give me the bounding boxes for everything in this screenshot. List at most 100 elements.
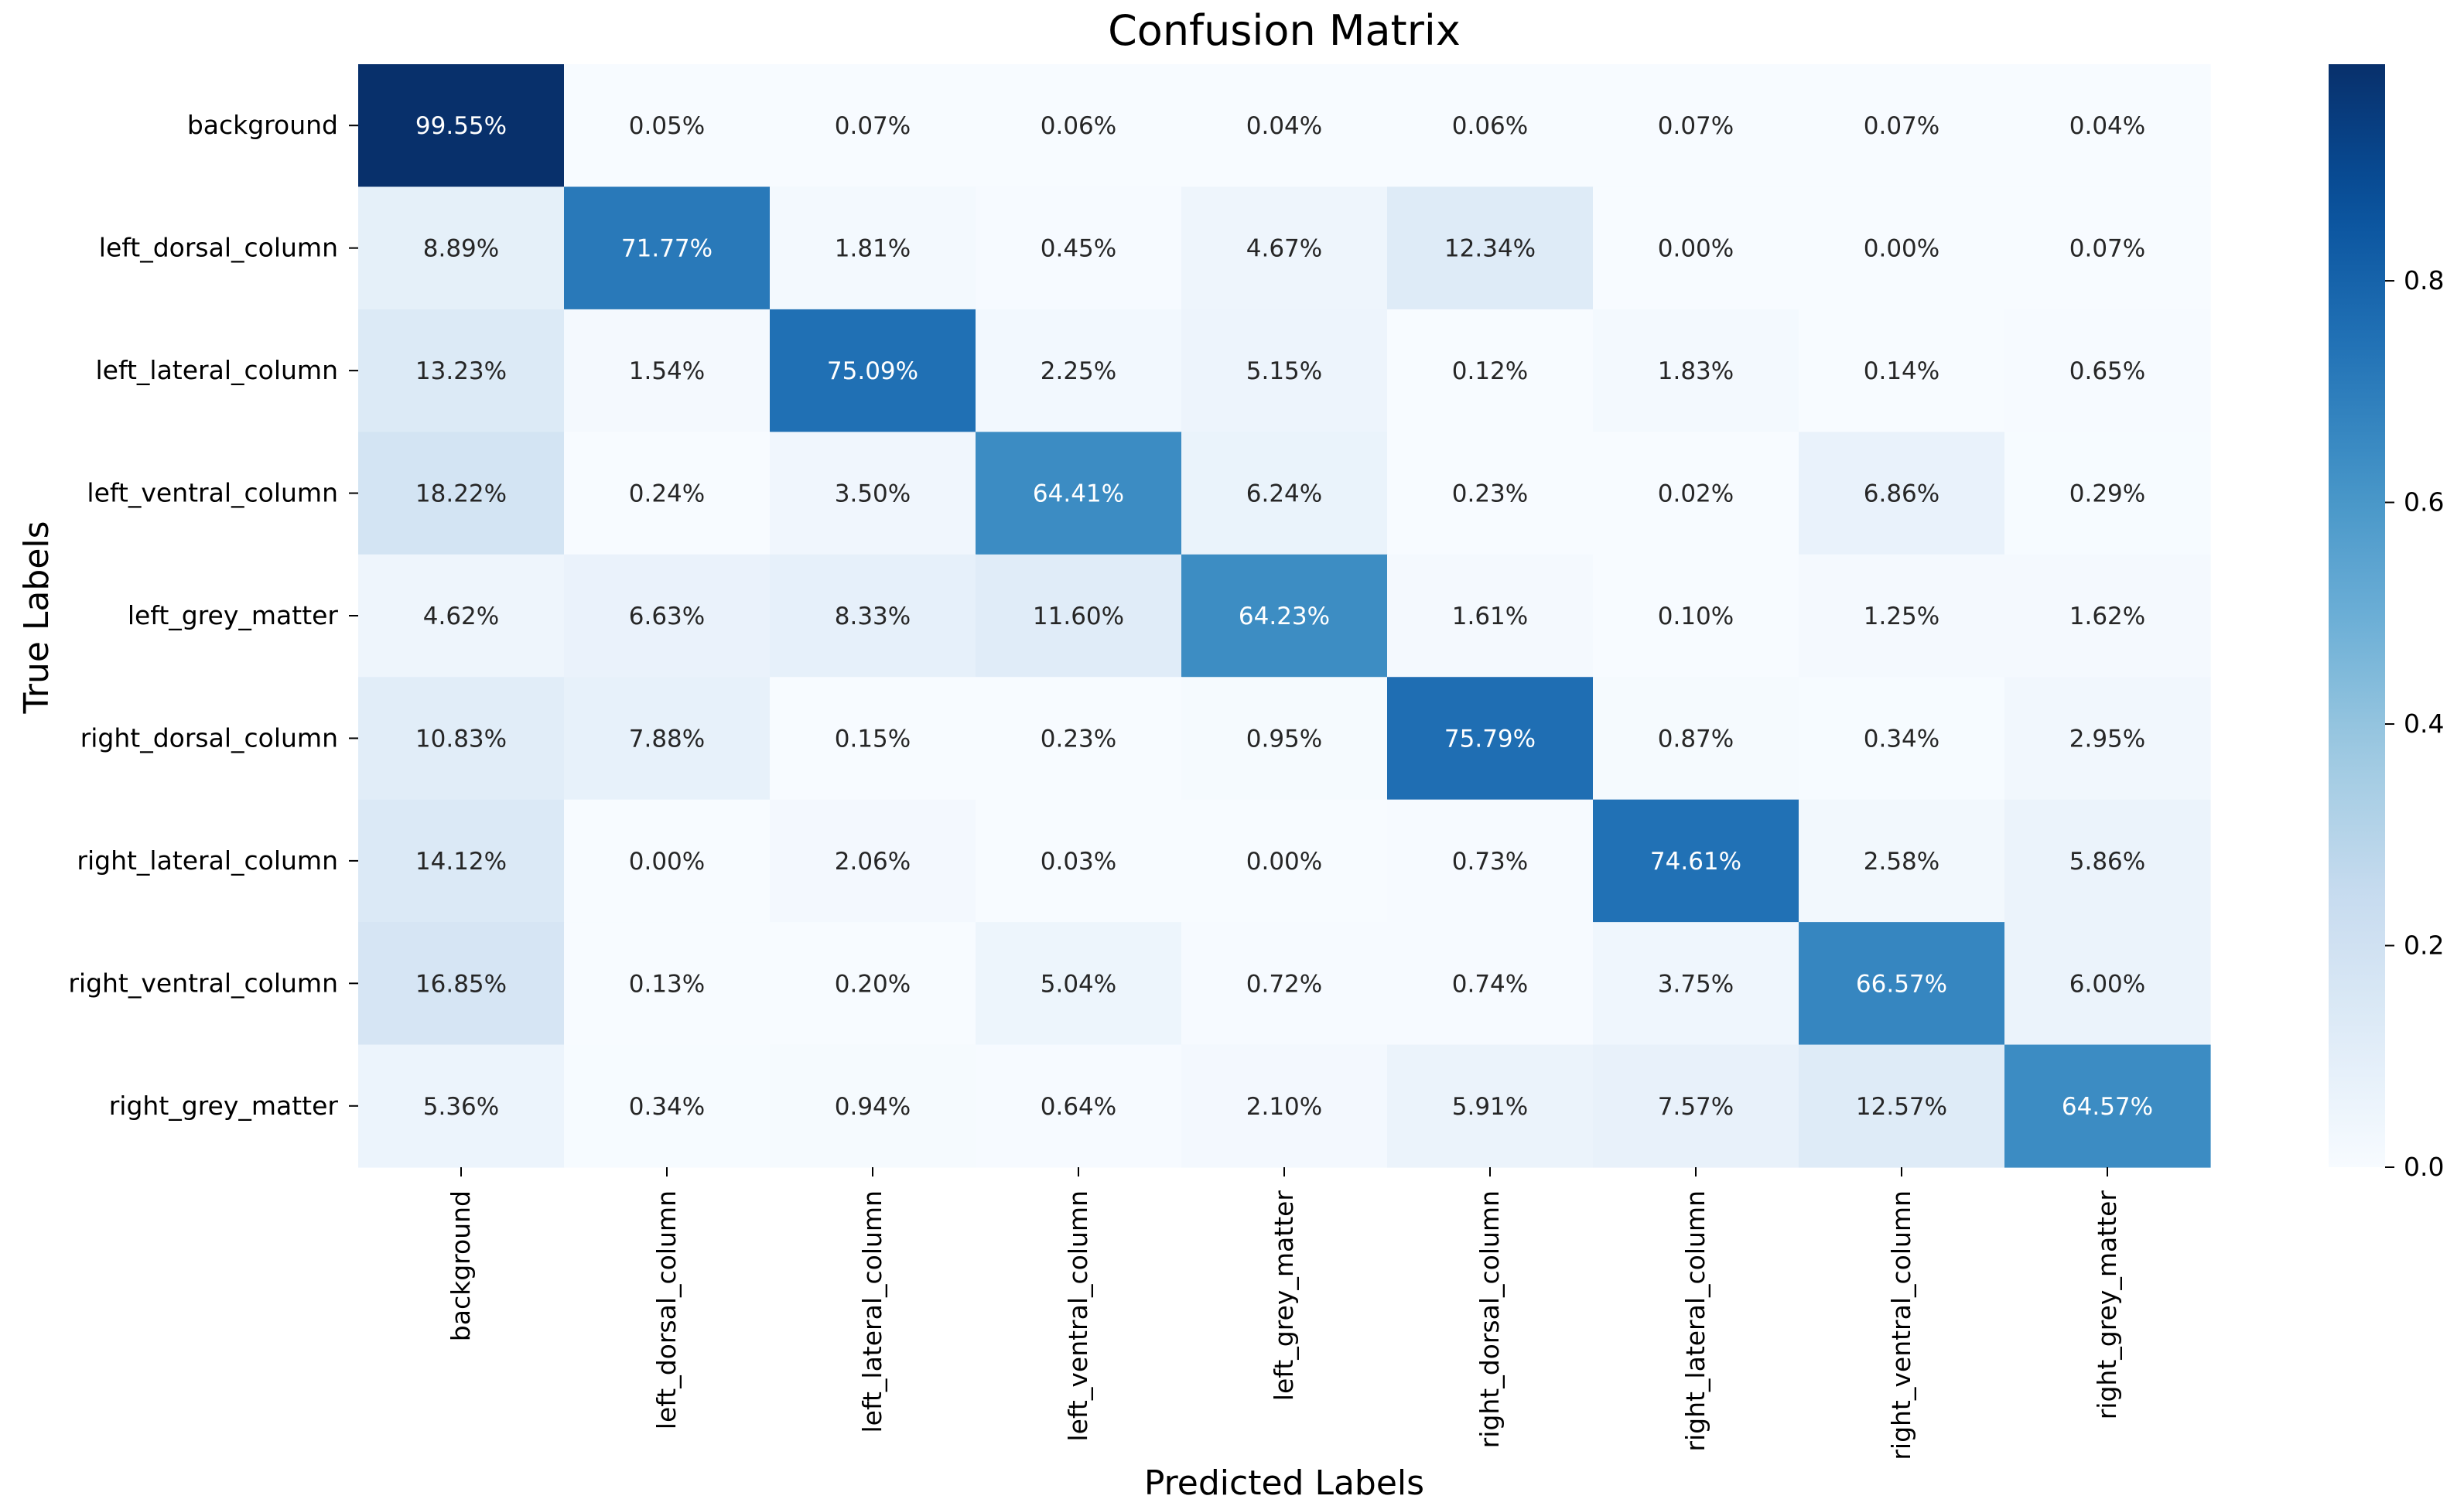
colorbar-tick-label: 0.0 — [2404, 1152, 2444, 1182]
cell-value-label: 0.12% — [1452, 357, 1528, 385]
cell-value-label: 4.67% — [1246, 235, 1322, 263]
cell-value-label: 14.12% — [415, 848, 507, 876]
cell-value-label: 0.07% — [2069, 235, 2145, 263]
heatmap-cell-7-2 — [770, 922, 976, 1046]
heatmap-cell-2-5 — [1387, 309, 1594, 432]
cell-value-label: 0.15% — [835, 725, 911, 753]
y-tick-label: right_grey_matter — [109, 1091, 339, 1121]
heatmap-cell-6-3 — [976, 799, 1182, 923]
heatmap-cell-1-7 — [1799, 186, 2005, 310]
cell-value-label: 99.55% — [415, 112, 507, 140]
cell-value-label: 0.13% — [629, 970, 705, 998]
heatmap-cell-6-0 — [358, 799, 565, 923]
heatmap-cell-2-8 — [2004, 309, 2211, 432]
cell-value-label: 10.83% — [415, 725, 507, 753]
heatmap-cell-0-3 — [976, 64, 1182, 188]
cell-value-label: 0.23% — [1452, 480, 1528, 508]
cell-value-label: 2.25% — [1041, 357, 1116, 385]
x-tick-label: right_ventral_column — [1886, 1190, 1916, 1460]
cell-value-label: 6.00% — [2069, 970, 2145, 998]
cell-value-label: 0.06% — [1452, 112, 1528, 140]
heatmap-cell-6-1 — [564, 799, 771, 923]
heatmap-cell-5-7 — [1799, 677, 2005, 801]
y-tick-labels: background left_dorsal_column left_lateral… — [68, 110, 358, 1121]
cell-value-label: 0.00% — [1658, 235, 1734, 263]
y-tick-label: left_lateral_column — [95, 355, 338, 385]
heatmap-cell-1-6 — [1593, 186, 1799, 310]
heatmap-cell-2-7 — [1799, 309, 2005, 432]
heatmap-cell-3-3 — [976, 432, 1182, 555]
heatmap-cell-0-8 — [2004, 64, 2211, 188]
heatmap-cell-1-2 — [770, 186, 976, 310]
cell-value-label: 0.72% — [1246, 970, 1322, 998]
x-tick-label: left_grey_matter — [1269, 1190, 1299, 1402]
y-tick-label: right_ventral_column — [68, 968, 338, 998]
heatmap-cell-0-5 — [1387, 64, 1594, 188]
heatmap-cell-7-0 — [358, 922, 565, 1046]
colorbar-tick-label: 0.2 — [2404, 931, 2444, 961]
y-tick-label: left_dorsal_column — [99, 233, 338, 263]
cell-value-label: 0.05% — [629, 112, 705, 140]
heatmap-cell-0-4 — [1181, 64, 1388, 188]
heatmap-cell-4-4 — [1181, 554, 1388, 678]
heatmap-cell-8-3 — [976, 1044, 1182, 1168]
heatmap-cell-5-0 — [358, 677, 565, 801]
heatmap-cell-4-0 — [358, 554, 565, 678]
heatmap-cell-1-5 — [1387, 186, 1594, 310]
cell-value-label: 75.79% — [1444, 725, 1536, 753]
chart-title: Confusion Matrix — [1108, 6, 1461, 55]
y-tick-label: left_grey_matter — [128, 600, 339, 630]
cell-value-label: 0.95% — [1246, 725, 1322, 753]
heatmap-cell-5-8 — [2004, 677, 2211, 801]
cell-value-label: 0.23% — [1041, 725, 1116, 753]
cell-value-label: 0.34% — [629, 1093, 705, 1121]
heatmap-cell-4-5 — [1387, 554, 1594, 678]
heatmap-cell-3-8 — [2004, 432, 2211, 555]
cell-value-label: 3.75% — [1658, 970, 1734, 998]
heatmap-cell-6-4 — [1181, 799, 1388, 923]
heatmap-cell-6-7 — [1799, 799, 2005, 923]
cell-value-label: 6.63% — [629, 603, 705, 630]
colorbar-gradient — [2329, 64, 2385, 1167]
colorbar-tick-label: 0.4 — [2404, 709, 2444, 739]
cell-value-label: 11.60% — [1033, 603, 1124, 630]
cell-value-label: 2.10% — [1246, 1093, 1322, 1121]
heatmap-cell-3-4 — [1181, 432, 1388, 555]
cell-value-label: 0.20% — [835, 970, 911, 998]
cell-value-label: 0.00% — [1864, 235, 1939, 263]
cell-value-label: 1.83% — [1658, 357, 1734, 385]
heatmap-cell-7-3 — [976, 922, 1182, 1046]
cell-value-label: 8.89% — [423, 235, 499, 263]
cell-value-label: 1.62% — [2069, 603, 2145, 630]
heatmap-cell-6-2 — [770, 799, 976, 923]
cell-value-label: 0.34% — [1864, 725, 1939, 753]
heatmap-cell-6-8 — [2004, 799, 2211, 923]
x-tick-labels: background left_dorsal_column left_lateral… — [446, 1167, 2122, 1460]
y-tick-label: background — [187, 110, 338, 140]
heatmap-cell-2-4 — [1181, 309, 1388, 432]
heatmap-cell-4-2 — [770, 554, 976, 678]
heatmap-cells: 99.55% 0.05% 0.07% 0.06% 0.04% 0.06% 0.07% 0.07… — [358, 64, 2211, 1168]
cell-value-label: 18.22% — [415, 480, 507, 508]
heatmap-cell-4-7 — [1799, 554, 2005, 678]
heatmap-cell-4-6 — [1593, 554, 1799, 678]
heatmap-cell-1-8 — [2004, 186, 2211, 310]
heatmap-cell-3-6 — [1593, 432, 1799, 555]
heatmap-cell-2-6 — [1593, 309, 1799, 432]
cell-value-label: 2.58% — [1864, 848, 1939, 876]
cell-value-label: 7.57% — [1658, 1093, 1734, 1121]
heatmap-cell-4-3 — [976, 554, 1182, 678]
heatmap-cell-0-1 — [564, 64, 771, 188]
cell-value-label: 1.25% — [1864, 603, 1939, 630]
heatmap-cell-0-2 — [770, 64, 976, 188]
cell-value-label: 0.24% — [629, 480, 705, 508]
x-tick-label: background — [446, 1190, 476, 1341]
heatmap-cell-7-6 — [1593, 922, 1799, 1046]
cell-value-label: 5.04% — [1041, 970, 1116, 998]
heatmap-cell-3-1 — [564, 432, 771, 555]
cell-value-label: 0.07% — [1864, 112, 1939, 140]
cell-value-label: 0.87% — [1658, 725, 1734, 753]
heatmap-cell-6-6 — [1593, 799, 1799, 923]
x-axis-label: Predicted Labels — [1144, 1463, 1424, 1503]
